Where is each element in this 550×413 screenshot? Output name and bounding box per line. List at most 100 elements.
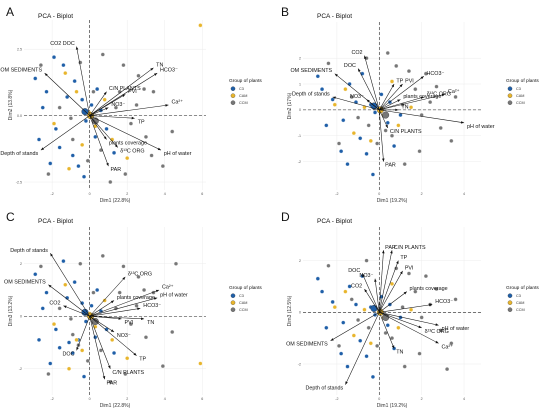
vector-arrowhead	[103, 91, 107, 95]
vector-label: HCO3⁻	[426, 71, 444, 77]
vector-label: plants coverage	[117, 295, 155, 301]
y-tick-label: -2	[298, 160, 301, 164]
x-axis-label: Dim1 (22.8%)	[100, 403, 131, 409]
point-ccm	[121, 63, 126, 68]
vector-par	[379, 109, 384, 162]
vector-depth-of-stands	[332, 96, 380, 111]
panel-letter: A	[6, 5, 14, 19]
point-cam	[362, 105, 367, 110]
point-ccm	[375, 343, 380, 348]
vector-label: DOC	[348, 268, 360, 274]
y-tick-label: -2	[298, 362, 301, 366]
vector-par	[89, 316, 105, 380]
y-axis-label: Dim2 (13.8%)	[8, 89, 14, 120]
point-ccm	[417, 351, 422, 356]
vector-label: PAR	[110, 167, 121, 173]
point-ccm	[170, 329, 175, 335]
point-c3	[80, 97, 85, 102]
vector-arrowhead	[435, 323, 439, 326]
point-c3	[398, 112, 403, 118]
vector-c-org	[379, 96, 424, 111]
point-ccm	[364, 258, 369, 263]
vector-om-sediments	[44, 72, 90, 116]
x-tick-label: 2	[126, 192, 128, 196]
point-ccm	[356, 317, 361, 323]
point-cam	[351, 131, 356, 136]
vector-c-n-plants	[379, 250, 393, 313]
panel-b: B PCA - Biplot -2 0 2 4 2 1 0 -1 -2 Dim1 (19.2%) Dim…	[281, 5, 539, 204]
vector-ca	[89, 104, 169, 116]
point-ccm	[438, 125, 443, 131]
vector-label: NO3⁻	[350, 94, 364, 100]
vector-label: TP	[139, 357, 146, 363]
point-cam	[389, 281, 395, 286]
vector-no3	[89, 316, 115, 333]
point-c3	[57, 145, 62, 150]
legend-title: Group of plants	[229, 285, 262, 291]
vector-label: DOC	[344, 63, 356, 69]
vector-plants-coverage	[379, 291, 407, 313]
vector-arrowhead	[75, 46, 79, 50]
panel-d: D PCA - Biplot -2 0 2 4 2 0 -2 Dim1 (19.2%) Dim3 (…	[281, 210, 539, 409]
point-c3	[93, 134, 98, 139]
vector-label: pH of water	[442, 326, 470, 332]
vector-plants-coverage	[379, 99, 401, 111]
point-ccm	[170, 129, 175, 134]
point-ccm	[38, 63, 43, 68]
vector-arrowhead	[141, 317, 145, 321]
y-tick-label: 2.5	[17, 48, 22, 52]
vector-tn	[379, 312, 395, 349]
vector-label: Ca²⁺	[448, 89, 460, 95]
point-c3	[65, 94, 70, 100]
vector-arrowhead	[358, 68, 361, 72]
x-tick-label: 4	[463, 192, 465, 196]
vector-label: CO2	[49, 300, 60, 306]
point-c3	[51, 55, 57, 60]
vector-c-n-plants	[89, 316, 111, 369]
legend-label-c3: C3	[516, 87, 521, 91]
panel-letter: C	[6, 210, 15, 224]
point-ccm	[98, 348, 103, 353]
y-tick-label: -1	[298, 134, 301, 138]
point-c3	[330, 97, 335, 102]
vector-arrowhead	[153, 297, 158, 300]
vector-arrowhead	[133, 352, 137, 356]
point-c3	[61, 259, 66, 264]
x-tick-label: 2	[421, 397, 423, 401]
vector-arrowhead	[397, 99, 401, 103]
point-cam	[102, 298, 107, 303]
point-ccm	[173, 261, 179, 266]
vector-label: HCO3⁻	[160, 68, 178, 74]
x-tick-label: 4	[463, 397, 465, 401]
vector-label: PVI	[405, 265, 414, 271]
point-ccm	[134, 303, 139, 308]
point-cam	[198, 23, 203, 28]
point-ccm	[160, 164, 165, 169]
vector-label: OM SEDIMENTS	[0, 68, 42, 74]
point-ccm	[445, 367, 450, 372]
point-ccm	[123, 371, 128, 377]
point-ccm	[121, 264, 126, 269]
point-c3	[315, 74, 320, 79]
point-ccm	[128, 322, 133, 327]
point-c3	[372, 110, 378, 115]
legend-swatch-ccm	[230, 100, 236, 105]
point-ccm	[108, 179, 113, 185]
vector-tp	[89, 115, 135, 119]
point-ccm	[326, 263, 331, 268]
point-ccm	[453, 297, 458, 302]
point-c3	[95, 87, 100, 92]
point-ccm	[423, 71, 428, 76]
point-c3	[72, 79, 77, 84]
y-tick-label: 0	[20, 315, 22, 319]
point-ccm	[128, 121, 133, 126]
point-c3	[70, 350, 75, 356]
legend-swatch-cam	[507, 93, 513, 98]
vector-arrowhead	[108, 365, 111, 369]
point-c3	[93, 335, 98, 340]
x-tick-label: 0	[378, 192, 380, 196]
legend-label-cam: CAM	[516, 301, 524, 305]
point-c3	[385, 323, 390, 328]
vector-co2-doc	[76, 46, 90, 116]
